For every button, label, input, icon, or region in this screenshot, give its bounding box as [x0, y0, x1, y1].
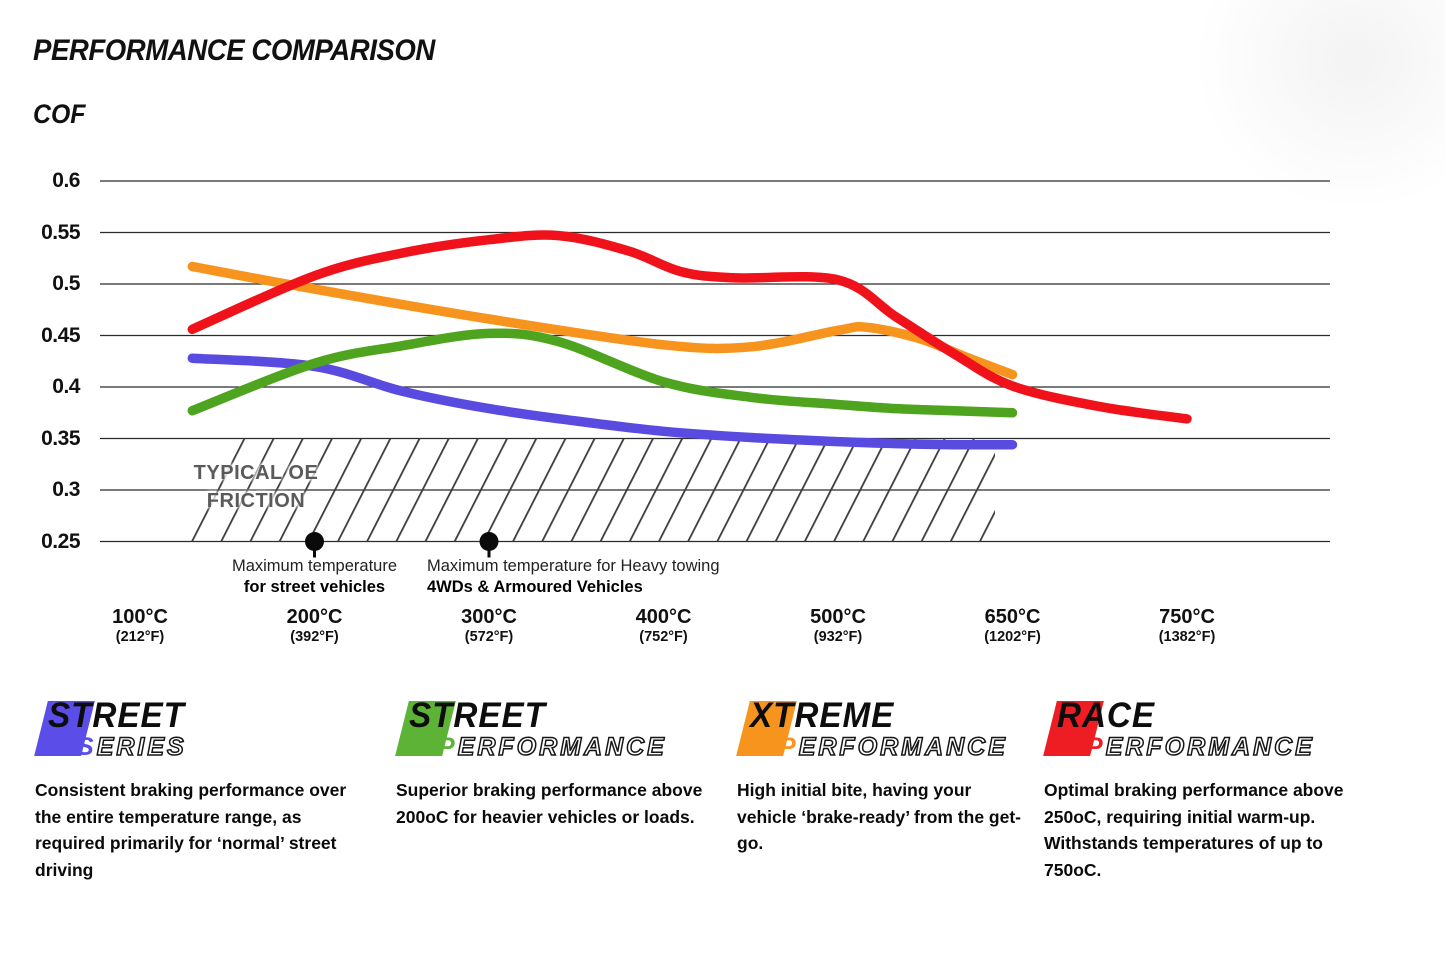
- typical-oe-friction-band: [190, 438, 995, 542]
- x-tick-celsius: 650°C: [984, 606, 1041, 628]
- legend-description: Superior braking performance above 200oC…: [396, 780, 703, 827]
- x-tick-100: 100°C (212°F): [70, 606, 210, 646]
- y-tick-0.6: 0.6: [52, 169, 80, 192]
- x-tick-celsius: 750°C: [1159, 606, 1215, 628]
- legend-item-race-performance: RACE PERFORMANCE Optimal braking performan…: [1043, 696, 1374, 883]
- oe-label-line2: FRICTION: [206, 490, 306, 512]
- x-tick-celsius: 500°C: [810, 606, 866, 628]
- legend-description: High initial bite, having your vehicle ‘…: [737, 780, 1021, 854]
- y-tick-0.3: 0.3: [52, 478, 80, 501]
- brand-top-word: XTREME: [750, 696, 895, 735]
- x-tick-500: 500°C (932°F): [768, 606, 908, 646]
- series-line-street-performance: [187, 328, 1018, 418]
- y-tick-0.25: 0.25: [41, 529, 80, 553]
- x-tick-fahrenheit: (752°F): [639, 629, 688, 645]
- marker-label-line2: 4WDs & Armoured Vehicles: [427, 578, 643, 597]
- brand-top-word: RACE: [1057, 696, 1156, 735]
- x-tick-fahrenheit: (1202°F): [984, 629, 1041, 645]
- marker-label-line1: Maximum temperature for Heavy towing: [427, 557, 720, 575]
- brand-bottom-word: PERFORMANCE: [438, 732, 667, 762]
- typical-oe-friction-label: TYPICAL OE FRICTION: [176, 459, 336, 515]
- x-tick-celsius: 100°C: [112, 606, 168, 628]
- marker-label-200: Maximum temperature for street vehicles: [205, 557, 425, 596]
- x-tick-200: 200°C (392°F): [245, 606, 385, 646]
- y-tick-0.5: 0.5: [52, 272, 80, 295]
- brand-bottom-rest: ERIES: [96, 732, 187, 762]
- x-tick-celsius: 200°C: [286, 606, 343, 628]
- legend-description: Optimal braking performance above 250oC,…: [1044, 780, 1344, 880]
- brand-bottom-rest: ERFORMANCE: [798, 732, 1008, 762]
- marker-label-line1: Maximum temperature: [231, 557, 398, 575]
- marker-dot-300: [479, 532, 499, 551]
- legend-description: Consistent braking performance over the …: [35, 780, 347, 880]
- brand-bottom-first-letter: P: [438, 733, 458, 761]
- x-tick-celsius: 400°C: [635, 606, 692, 628]
- brand-top-word: STREET: [409, 696, 546, 735]
- brand-bottom-word: PERFORMANCE: [1086, 732, 1315, 762]
- oe-label-line1: TYPICAL OE: [193, 462, 319, 484]
- x-tick-650: 650°C (1202°F): [943, 606, 1083, 646]
- y-tick-0.45: 0.45: [41, 323, 80, 347]
- brand-bottom-rest: ERFORMANCE: [457, 732, 667, 762]
- x-tick-750: 750°C (1382°F): [1117, 606, 1257, 646]
- brand-logo: STREET SERIES: [34, 696, 365, 762]
- marker-dot-200: [305, 532, 324, 551]
- brand-bottom-first-letter: P: [1086, 733, 1106, 761]
- y-tick-0.35: 0.35: [41, 426, 80, 450]
- brand-bottom-first-letter: P: [779, 733, 799, 761]
- series-line-race-performance: [187, 230, 1192, 424]
- brand-bottom-rest: ERFORMANCE: [1105, 732, 1315, 762]
- marker-label-line2: for street vehicles: [243, 578, 386, 597]
- cof-line-chart: [100, 180, 1330, 558]
- x-tick-400: 400°C (752°F): [594, 606, 734, 646]
- y-tick-0.55: 0.55: [41, 220, 80, 244]
- brand-logo: STREET PERFORMANCE: [395, 696, 716, 762]
- x-tick-fahrenheit: (1382°F): [1158, 629, 1216, 645]
- x-tick-fahrenheit: (572°F): [464, 629, 514, 645]
- x-tick-fahrenheit: (212°F): [115, 629, 165, 645]
- marker-label-300: Maximum temperature for Heavy towing 4WDs…: [427, 557, 757, 596]
- page-title: PERFORMANCE COMPARISON: [33, 34, 435, 67]
- legend-item-street-series: STREET SERIES Consistent braking performan…: [34, 696, 365, 883]
- legend-item-street-performance: STREET PERFORMANCE Superior braking perfor…: [395, 696, 716, 830]
- series-line-street-series: [187, 353, 1018, 450]
- x-tick-celsius: 300°C: [461, 606, 517, 628]
- brand-logo: RACE PERFORMANCE: [1043, 696, 1374, 762]
- brand-bottom-word: SERIES: [77, 732, 187, 762]
- brand-logo: XTREME PERFORMANCE: [736, 696, 1022, 762]
- x-tick-fahrenheit: (392°F): [290, 629, 339, 645]
- brand-bottom-first-letter: S: [77, 733, 97, 761]
- y-tick-0.4: 0.4: [52, 375, 80, 398]
- y-axis-title: COF: [33, 99, 86, 129]
- x-tick-300: 300°C (572°F): [419, 606, 559, 646]
- legend-item-xtreme-performance: XTREME PERFORMANCE High initial bite, havi…: [736, 696, 1022, 857]
- brand-top-word: STREET: [48, 696, 185, 735]
- x-tick-fahrenheit: (932°F): [813, 629, 863, 645]
- brand-bottom-word: PERFORMANCE: [779, 732, 1008, 762]
